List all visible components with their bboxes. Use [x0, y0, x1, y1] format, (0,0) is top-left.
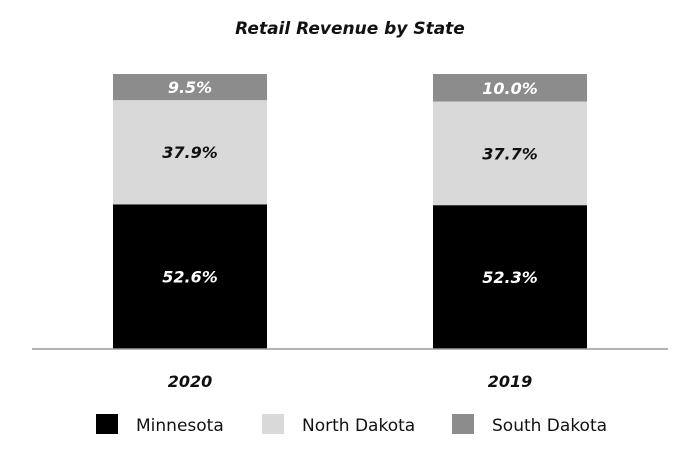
- bar-segment-south-dakota-2020: [113, 74, 267, 101]
- legend: Minnesota North Dakota South Dakota: [96, 414, 607, 436]
- bar-segment-north-dakota-2019: [433, 101, 587, 206]
- bar-segment-minnesota-2019: [433, 205, 587, 349]
- legend-label-north-dakota: North Dakota: [302, 416, 415, 436]
- category-labels: 2020 2019: [168, 372, 533, 391]
- data-label-north-dakota-2019: 37.7%: [482, 144, 538, 163]
- legend-swatch-north-dakota: [262, 414, 284, 434]
- x-tick-label-2019: 2019: [488, 372, 533, 391]
- chart-title: Retail Revenue by State: [235, 19, 465, 39]
- bar-segment-minnesota-2020: [113, 204, 267, 349]
- legend-swatch-minnesota: [96, 414, 118, 434]
- legend-label-south-dakota: South Dakota: [492, 416, 607, 436]
- data-label-minnesota-2020: 52.6%: [162, 268, 218, 287]
- data-label-north-dakota-2020: 37.9%: [162, 143, 218, 162]
- bars-group: 52.6% 37.9% 9.5% 52.3% 37.7% 10.0%: [113, 74, 587, 349]
- data-label-south-dakota-2020: 9.5%: [168, 78, 212, 97]
- bar-segment-north-dakota-2020: [113, 100, 267, 205]
- bar-segment-south-dakota-2019: [433, 74, 587, 102]
- legend-label-minnesota: Minnesota: [136, 416, 224, 436]
- legend-swatch-south-dakota: [452, 414, 474, 434]
- data-label-minnesota-2019: 52.3%: [482, 268, 538, 287]
- data-label-south-dakota-2019: 10.0%: [482, 79, 538, 98]
- x-tick-label-2020: 2020: [168, 372, 213, 391]
